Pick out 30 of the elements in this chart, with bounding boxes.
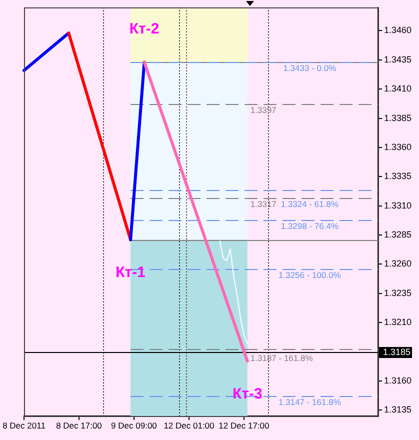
ref-line-label: 1.3397: [250, 105, 277, 116]
annotation: Кт-3: [232, 385, 262, 402]
y-tick-label: 1.3210: [384, 317, 412, 328]
y-tick-label: 1.3310: [384, 200, 412, 210]
y-tick-label: 1.3135: [384, 404, 412, 415]
ref-line-label: 1.3256 - 100.0%: [278, 270, 342, 280]
x-tick-label: 12 Dec 17:00: [218, 420, 270, 430]
annotation: Кт-1: [116, 264, 146, 281]
y-tick-label: 1.3285: [384, 230, 412, 240]
ref-line-label: 1.3317: [250, 199, 277, 210]
ref-line-label: 1.3185: [383, 346, 411, 357]
ref-line-label: 1.3433 - 0.0%: [283, 63, 337, 74]
x-tick-label: 8 Dec 17:00: [56, 420, 102, 430]
y-tick-label: 1.3385: [384, 112, 412, 123]
ref-line-label: 1.3324 - 61.8%: [280, 199, 339, 210]
y-tick-label: 1.3360: [384, 142, 412, 152]
ref-line-label: 1.3298 - 76.4%: [280, 221, 339, 232]
x-tick-label: 12 Dec 01:00: [164, 420, 215, 430]
y-tick-label: 1.3460: [384, 25, 412, 36]
y-tick-label: 1.3160: [384, 375, 412, 386]
y-tick-label: 1.3410: [384, 84, 412, 94]
y-tick-label: 1.3260: [384, 258, 412, 269]
ref-line-label: 1.3147 - 161.8%: [278, 397, 342, 408]
y-tick-label: 1.3235: [384, 288, 412, 298]
x-tick-label: 8 Dec 2011: [2, 420, 46, 430]
annotation: Кт-2: [129, 20, 160, 38]
ref-line-label: 1.3187 - 161.8%: [250, 353, 314, 364]
x-tick-label: 9 Dec 09:00: [111, 420, 158, 430]
y-tick-label: 1.3435: [384, 54, 412, 64]
y-tick-label: 1.3335: [384, 171, 412, 182]
